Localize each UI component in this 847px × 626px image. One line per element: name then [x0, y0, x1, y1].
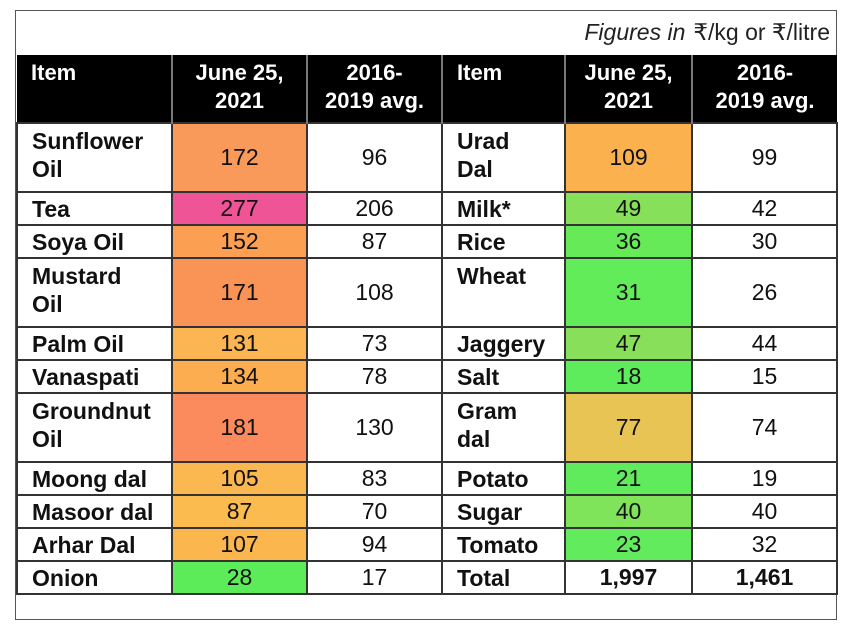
item-cell: Gram dal: [441, 392, 566, 463]
current-price-cell: 23: [564, 527, 693, 562]
current-price-cell: 36: [564, 224, 693, 259]
avg-price-cell: 108: [306, 257, 443, 328]
avg-price-cell: 19: [691, 461, 838, 496]
item-cell: Jaggery: [441, 326, 566, 361]
item-cell: Tomato: [441, 527, 566, 562]
current-price-cell: 152: [171, 224, 308, 259]
avg-price-cell: 73: [306, 326, 443, 361]
current-price-cell: 134: [171, 359, 308, 394]
avg-price-cell: 30: [691, 224, 838, 259]
item-cell: Arhar Dal: [16, 527, 173, 562]
avg-price-cell: 96: [306, 122, 443, 193]
header-june-left: June 25, 2021: [171, 55, 307, 123]
current-price-cell: 172: [171, 122, 308, 193]
current-price-cell: 49: [564, 191, 693, 226]
item-cell: Vanaspati: [16, 359, 173, 394]
current-price-cell: 181: [171, 392, 308, 463]
table-row: Vanaspati 134 78 Salt 18 15: [16, 359, 838, 394]
avg-price-cell: 74: [691, 392, 838, 463]
current-price-cell: 18: [564, 359, 693, 394]
avg-price-cell: 17: [306, 560, 443, 595]
header-avg-left: 2016- 2019 avg.: [306, 55, 442, 123]
current-price-cell: 21: [564, 461, 693, 496]
avg-price-cell: 130: [306, 392, 443, 463]
current-price-cell: 105: [171, 461, 308, 496]
item-cell: Soya Oil: [16, 224, 173, 259]
avg-price-cell: 26: [691, 257, 838, 328]
total-current-cell: 1,997: [564, 560, 693, 595]
item-cell: Rice: [441, 224, 566, 259]
header-row: Item June 25, 2021 2016- 2019 avg. Item Ju…: [17, 55, 837, 123]
header-avg-right: 2016- 2019 avg.: [691, 55, 837, 123]
table-row: Palm Oil 131 73 Jaggery 47 44: [16, 326, 838, 361]
current-price-cell: 109: [564, 122, 693, 193]
avg-price-cell: 83: [306, 461, 443, 496]
item-cell: Tea: [16, 191, 173, 226]
price-table: Item June 25, 2021 2016- 2019 avg. Item Ju…: [16, 55, 838, 595]
avg-price-cell: 87: [306, 224, 443, 259]
header-june-right: June 25, 2021: [564, 55, 692, 123]
current-price-cell: 28: [171, 560, 308, 595]
item-cell: Moong dal: [16, 461, 173, 496]
item-cell: Palm Oil: [16, 326, 173, 361]
avg-price-cell: 42: [691, 191, 838, 226]
item-cell: Sugar: [441, 494, 566, 529]
caption-units: ₹/kg or ₹/litre: [693, 19, 830, 45]
item-cell: Mustard Oil: [16, 257, 173, 328]
table-row: Tea 277 206 Milk* 49 42: [16, 191, 838, 226]
current-price-cell: 31: [564, 257, 693, 328]
current-price-cell: 77: [564, 392, 693, 463]
header-item-right: Item: [441, 55, 565, 123]
current-price-cell: 131: [171, 326, 308, 361]
item-cell: Salt: [441, 359, 566, 394]
current-price-cell: 87: [171, 494, 308, 529]
item-cell: Urad Dal: [441, 122, 566, 193]
avg-price-cell: 44: [691, 326, 838, 361]
table-row: Soya Oil 152 87 Rice 36 30: [16, 224, 838, 259]
table-row: Arhar Dal 107 94 Tomato 23 32: [16, 527, 838, 562]
table-row: Masoor dal 87 70 Sugar 40 40: [16, 494, 838, 529]
item-cell: Potato: [441, 461, 566, 496]
header-item-left: Item: [17, 55, 172, 123]
current-price-cell: 171: [171, 257, 308, 328]
caption-prefix: Figures in: [584, 19, 686, 45]
current-price-cell: 107: [171, 527, 308, 562]
table-row: Onion 28 17 Total 1,997 1,461: [16, 560, 838, 595]
item-cell: Onion: [16, 560, 173, 595]
avg-price-cell: 206: [306, 191, 443, 226]
price-table-frame: Figures in ₹/kg or ₹/litre Item June 25, 2…: [15, 10, 838, 620]
avg-price-cell: 70: [306, 494, 443, 529]
units-caption: Figures in ₹/kg or ₹/litre: [584, 19, 830, 46]
total-label-cell: Total: [441, 560, 566, 595]
current-price-cell: 47: [564, 326, 693, 361]
current-price-cell: 40: [564, 494, 693, 529]
table-row: Sunflower Oil 172 96 Urad Dal 109 99: [16, 122, 838, 193]
table-row: Mustard Oil 171 108 Wheat 31 26: [16, 257, 838, 328]
avg-price-cell: 15: [691, 359, 838, 394]
item-cell: Groundnut Oil: [16, 392, 173, 463]
avg-price-cell: 99: [691, 122, 838, 193]
item-cell: Wheat: [441, 257, 566, 328]
avg-price-cell: 78: [306, 359, 443, 394]
item-cell: Sunflower Oil: [16, 122, 173, 193]
item-cell: Masoor dal: [16, 494, 173, 529]
avg-price-cell: 40: [691, 494, 838, 529]
item-cell: Milk*: [441, 191, 566, 226]
current-price-cell: 277: [171, 191, 308, 226]
table-row: Moong dal 105 83 Potato 21 19: [16, 461, 838, 496]
table-row: Groundnut Oil 181 130 Gram dal 77 74: [16, 392, 838, 463]
avg-price-cell: 94: [306, 527, 443, 562]
avg-price-cell: 32: [691, 527, 838, 562]
total-avg-cell: 1,461: [691, 560, 838, 595]
